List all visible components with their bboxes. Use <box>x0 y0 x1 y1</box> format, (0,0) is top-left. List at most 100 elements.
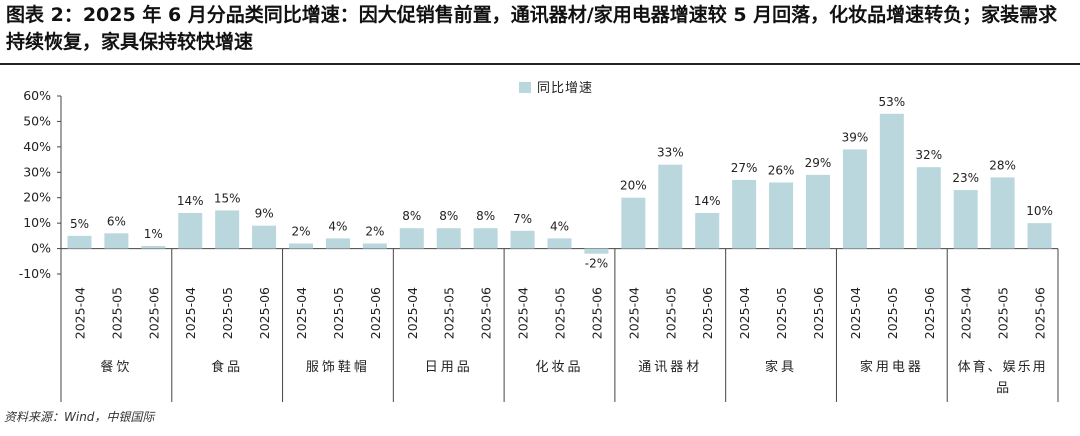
x-tick-label: 2025-04 <box>959 287 974 339</box>
x-tick-label: 2025-06 <box>1033 287 1048 339</box>
x-tick-label: 2025-05 <box>442 287 457 339</box>
bar <box>1027 223 1052 249</box>
bar <box>990 177 1015 249</box>
x-tick-label: 2025-05 <box>331 287 346 339</box>
bar <box>953 190 978 249</box>
bar <box>104 233 129 249</box>
data-label: 53% <box>878 95 905 109</box>
y-tick-label: 40% <box>23 139 51 154</box>
source-note: 资料来源：Wind，中银国际 <box>4 410 155 424</box>
data-label: 26% <box>768 163 795 177</box>
bar <box>879 113 904 249</box>
bar <box>141 246 166 249</box>
data-label: 8% <box>439 209 458 223</box>
y-tick-label: 20% <box>23 190 51 205</box>
y-tick-label: -10% <box>19 266 51 281</box>
group-label: 体育、娱乐用 <box>958 359 1048 375</box>
data-label: 28% <box>989 158 1016 172</box>
bar <box>805 174 830 249</box>
x-tick-label: 2025-05 <box>220 287 235 339</box>
x-tick-label: 2025-06 <box>922 287 937 339</box>
data-label: 4% <box>328 219 347 233</box>
x-tick-label: 2025-06 <box>479 287 494 339</box>
group-label: 化妆品 <box>535 360 583 375</box>
group-label: 日用品 <box>425 360 473 375</box>
group-label-cont: 品 <box>996 381 1009 396</box>
y-tick-label: 30% <box>23 164 51 179</box>
data-label: 4% <box>550 219 569 233</box>
bar <box>842 149 867 249</box>
data-label: 6% <box>107 214 126 228</box>
bar <box>215 210 240 249</box>
data-label: 32% <box>915 148 942 162</box>
group-label: 餐饮 <box>100 359 132 375</box>
y-tick-label: 10% <box>23 215 51 230</box>
data-label: 15% <box>214 191 241 205</box>
data-label: 39% <box>842 130 869 144</box>
legend-label: 同比增速 <box>537 81 593 96</box>
data-label: 23% <box>952 171 979 185</box>
x-tick-label: 2025-04 <box>516 287 531 339</box>
bar <box>769 182 794 249</box>
data-label: 33% <box>657 146 684 160</box>
x-tick-label: 2025-04 <box>72 287 87 339</box>
chart-title: 图表 2：2025 年 6 月分品类同比增速：因大促销售前置，通讯器材/家用电器… <box>6 4 1058 53</box>
bar <box>584 248 609 254</box>
bar <box>67 235 92 249</box>
x-tick-label: 2025-05 <box>774 287 789 339</box>
data-label: 14% <box>177 194 204 208</box>
group-label: 家用电器 <box>860 359 924 375</box>
bar <box>399 228 424 249</box>
bar <box>325 238 350 249</box>
data-label: 29% <box>805 156 832 170</box>
bar <box>621 197 646 249</box>
data-label: 27% <box>731 161 758 175</box>
bar <box>510 230 535 249</box>
bar <box>436 228 461 249</box>
data-label: 5% <box>70 217 89 231</box>
x-tick-label: 2025-05 <box>109 287 124 339</box>
bar <box>289 243 314 249</box>
x-tick-label: 2025-04 <box>848 287 863 339</box>
x-tick-label: 2025-06 <box>368 287 383 339</box>
x-tick-label: 2025-04 <box>737 287 752 339</box>
group-label: 通讯器材 <box>638 360 702 375</box>
data-label: -2% <box>585 257 608 271</box>
y-tick-label: 60% <box>23 88 51 103</box>
data-label: 14% <box>694 194 721 208</box>
bar <box>178 212 203 249</box>
legend-swatch <box>519 82 531 93</box>
x-tick-label: 2025-05 <box>663 287 678 339</box>
bar <box>658 164 683 249</box>
data-label: 20% <box>620 179 647 193</box>
data-label: 2% <box>365 224 384 238</box>
x-tick-label: 2025-06 <box>700 287 715 339</box>
group-label: 食品 <box>211 359 243 375</box>
y-tick-label: 0% <box>31 241 51 256</box>
x-tick-label: 2025-06 <box>146 287 161 339</box>
bar <box>362 243 387 249</box>
x-tick-label: 2025-05 <box>996 287 1011 339</box>
x-tick-label: 2025-05 <box>553 287 568 339</box>
data-label: 10% <box>1026 204 1053 218</box>
data-label: 8% <box>402 209 421 223</box>
bar <box>473 228 498 249</box>
bar <box>252 225 277 249</box>
x-tick-label: 2025-06 <box>589 287 604 339</box>
x-tick-label: 2025-04 <box>626 287 641 339</box>
group-label: 家具 <box>765 359 797 375</box>
data-label: 7% <box>513 212 532 226</box>
data-label: 1% <box>144 227 163 241</box>
x-tick-label: 2025-04 <box>294 287 309 339</box>
bar <box>916 167 941 249</box>
data-label: 9% <box>255 207 274 221</box>
bar <box>547 238 572 249</box>
data-label: 2% <box>291 224 310 238</box>
x-tick-label: 2025-06 <box>257 287 272 339</box>
bar <box>732 179 757 249</box>
bar <box>695 212 720 249</box>
y-tick-label: 50% <box>23 113 51 128</box>
x-tick-label: 2025-05 <box>885 287 900 339</box>
data-label: 8% <box>476 209 495 223</box>
